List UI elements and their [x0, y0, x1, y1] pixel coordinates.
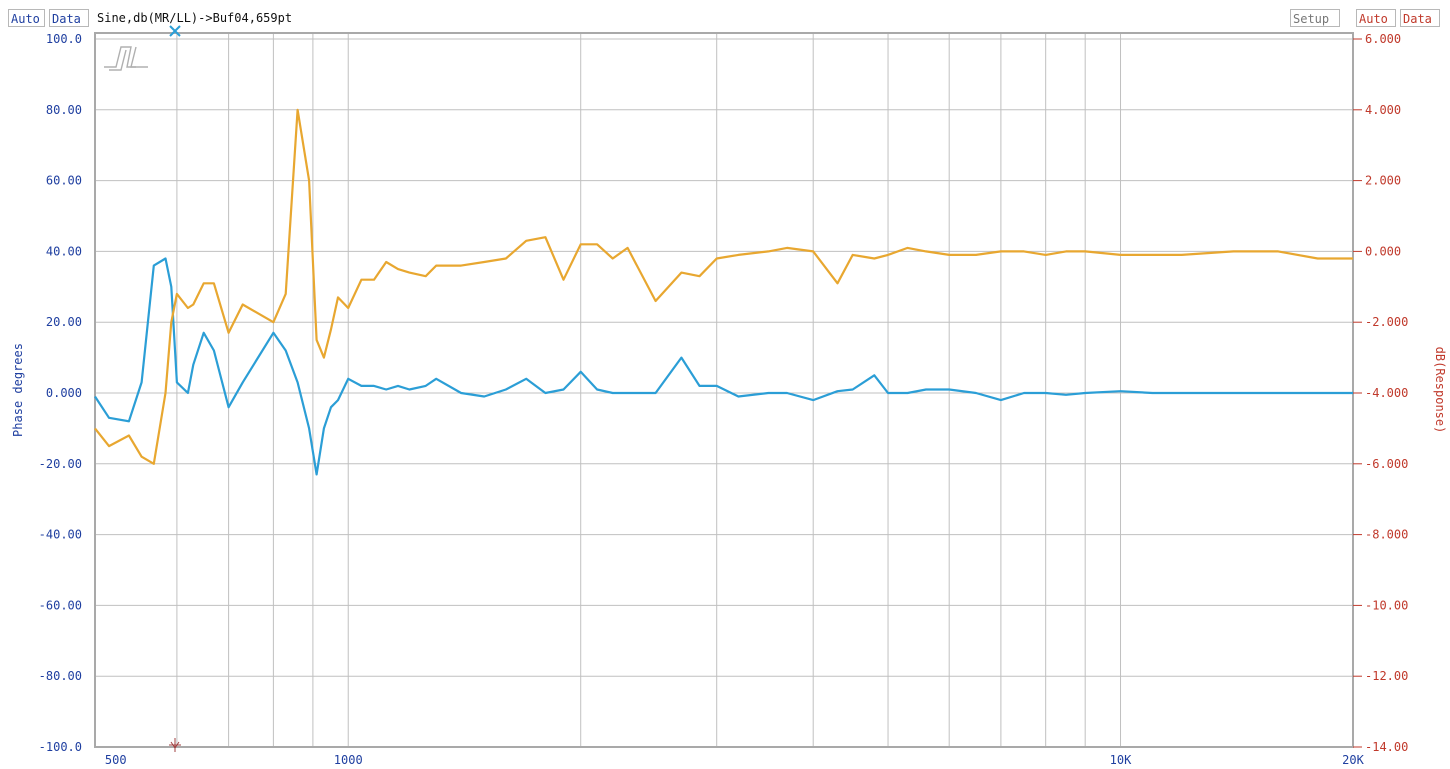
- y2-axis-label: dB(Response): [1433, 347, 1447, 434]
- response-series-line: [94, 108, 1353, 465]
- y2-tick-label: 6.000: [1365, 32, 1401, 46]
- y-tick-label: -80.00: [39, 669, 82, 683]
- left-auto-button[interactable]: Auto: [8, 9, 45, 27]
- plot-frame: [94, 32, 1354, 748]
- setup-button[interactable]: Setup: [1290, 9, 1340, 27]
- y2-tick-label: -12.00: [1365, 669, 1408, 683]
- y-axis-label: Phase degrees: [11, 343, 25, 437]
- y-tick-label: -40.00: [39, 528, 82, 542]
- sl-logo: [104, 46, 148, 71]
- x-tick-label: 20K: [1342, 753, 1364, 767]
- y-tick-label: -60.00: [39, 598, 82, 612]
- y-tick-label: 80.00: [46, 103, 82, 117]
- y2-tick-label: -2.000: [1365, 315, 1408, 329]
- y-tick-label: 40.00: [46, 244, 82, 258]
- y2-tick-label: -4.000: [1365, 386, 1408, 400]
- x-tick-label: 500: [105, 753, 127, 767]
- y-tick-label: 20.00: [46, 315, 82, 329]
- series: [94, 108, 1353, 476]
- y2-tick-label: -6.000: [1365, 457, 1408, 471]
- y-tick-label: -100.0: [39, 740, 82, 754]
- y2-tick-label: 0.000: [1365, 244, 1401, 258]
- phase-series-line: [94, 257, 1353, 476]
- y2-tick-label: -14.00: [1365, 740, 1408, 754]
- y-tick-label: 100.0: [46, 32, 82, 46]
- y2-tick-label: 4.000: [1365, 103, 1401, 117]
- y2-tick-label: -8.000: [1365, 528, 1408, 542]
- right-auto-button[interactable]: Auto: [1356, 9, 1396, 27]
- x-tick-label: 1000: [334, 753, 363, 767]
- x-tick-label: 10K: [1110, 753, 1132, 767]
- y2-tick-label: 2.000: [1365, 174, 1401, 188]
- cursor-bottom-marker[interactable]: [169, 738, 181, 752]
- right-data-button[interactable]: Data: [1400, 9, 1440, 27]
- y-tick-label: 60.00: [46, 174, 82, 188]
- tick-labels: 100.0 80.00 60.00 40.00 20.00 0.000 -20.00 -40.…: [39, 32, 1409, 767]
- y-tick-label: -20.00: [39, 457, 82, 471]
- chart-title: Sine,db(MR/LL)->Buf04,659pt: [97, 11, 293, 25]
- y2-tick-label: -10.00: [1365, 598, 1408, 612]
- y-tick-label: 0.000: [46, 386, 82, 400]
- left-data-button[interactable]: Data: [49, 9, 89, 27]
- cursor-x-marker[interactable]: [169, 25, 181, 37]
